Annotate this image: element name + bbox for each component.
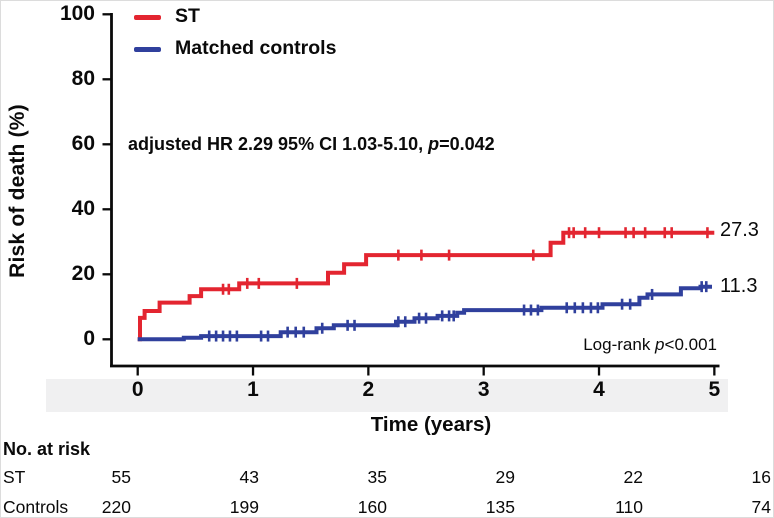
risk-cell: 22 [623, 467, 643, 487]
logrank-annotation: Log-rank p<0.001 [583, 335, 717, 355]
logrank-p-value: <0.001 [664, 335, 717, 354]
y-tick-label: 40 [71, 197, 95, 221]
st-end-value-label: 27.3 [720, 219, 759, 241]
st-curve [137, 230, 715, 342]
x-axis-title: Time (years) [370, 413, 492, 436]
x-tick-label: 0 [131, 378, 144, 401]
risk-cell: 55 [111, 467, 131, 487]
hazard-ratio-annotation: adjusted HR 2.29 95% CI 1.03-5.10, p=0.0… [128, 134, 495, 155]
legend-label-controls: Matched controls [175, 37, 337, 59]
controls-end-value-label: 11.3 [720, 275, 758, 297]
risk-cell: 74 [751, 497, 771, 517]
risk-cell: 43 [239, 467, 259, 487]
y-tick-label: 60 [71, 132, 95, 156]
logrank-text: Log-rank [583, 335, 656, 354]
risk-cell: 160 [357, 497, 387, 517]
y-tick-label: 20 [71, 262, 95, 286]
risk-cell: 220 [101, 497, 131, 517]
risk-cell: 29 [495, 467, 515, 487]
x-tick-label: 2 [362, 378, 375, 401]
x-tick-label: 3 [477, 378, 490, 401]
x-tick-label: 4 [593, 378, 605, 401]
risk-cell: 110 [615, 497, 643, 517]
hr-p-value: =0.042 [439, 134, 495, 154]
controls-curve [137, 284, 712, 342]
y-tick-label: 0 [83, 327, 95, 351]
logrank-p-symbol: p [655, 335, 665, 354]
risk-table-title: No. at risk [3, 439, 91, 459]
legend-label-st: ST [175, 5, 200, 27]
st-line-swatch [134, 15, 161, 20]
hr-p-symbol: p [428, 134, 440, 154]
risk-cell: 135 [485, 497, 515, 517]
y-tick-label: 100 [59, 2, 95, 26]
risk-cell: 199 [229, 497, 259, 517]
risk-row-label: ST [3, 467, 26, 487]
risk-row-label: Controls [3, 497, 69, 517]
x-tick-label: 5 [708, 378, 721, 401]
y-tick-label: 80 [71, 67, 95, 91]
hr-text: adjusted HR 2.29 95% CI 1.03-5.10, [128, 134, 429, 154]
risk-cell: 35 [367, 467, 387, 487]
risk-cell: 16 [751, 467, 771, 487]
controls-line-swatch [134, 47, 161, 52]
y-axis-title: Risk of death (%) [6, 104, 29, 278]
x-tick-label: 1 [247, 378, 259, 401]
xtick-band [46, 379, 728, 412]
